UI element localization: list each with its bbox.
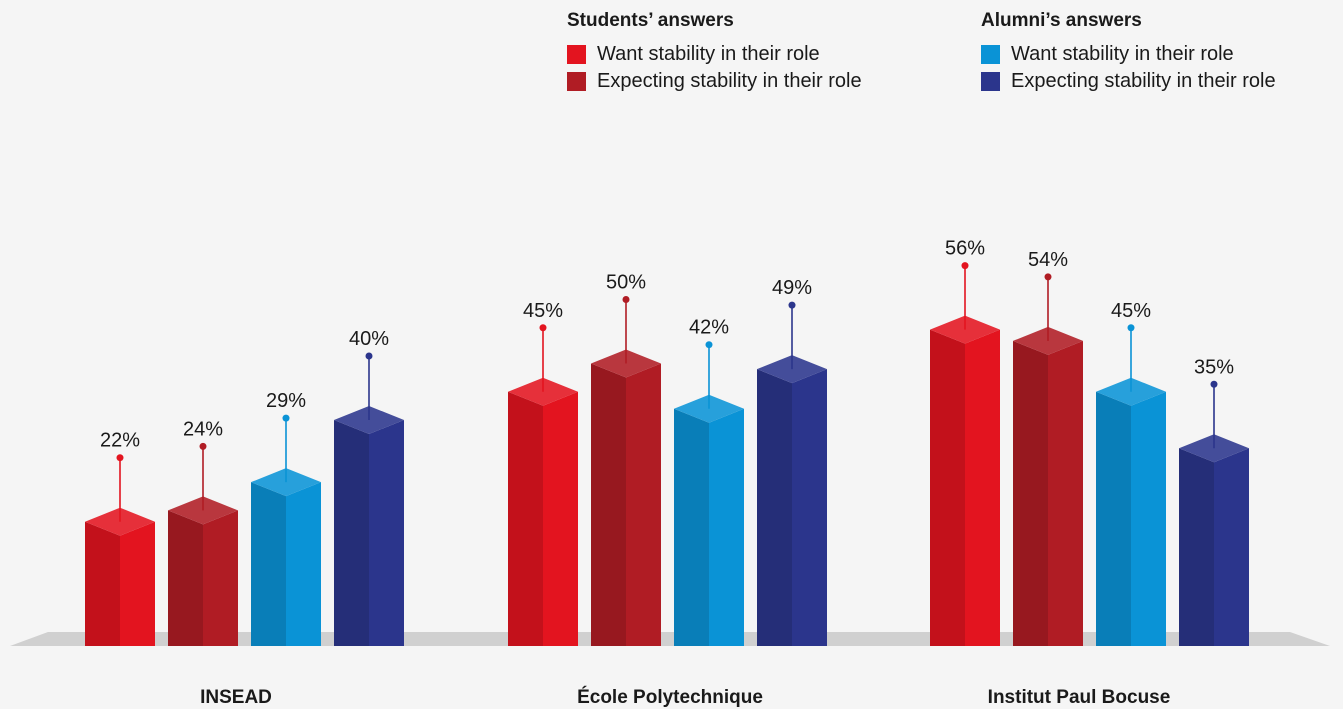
bar-face-top-insead-s2 — [168, 496, 238, 525]
bar-leader-dot-ecole-polytechnique-s1 — [539, 324, 547, 332]
legend-item-students-want: Want stability in their role — [567, 41, 862, 68]
bar-face-right-ecole-polytechnique-s3 — [709, 408, 744, 646]
bar-leader-dot-ecole-polytechnique-s4 — [788, 301, 796, 309]
bar-face-right-insead-s4 — [369, 420, 404, 646]
bar-face-right-insead-s1 — [120, 521, 155, 646]
legend-label-students-want: Want stability in their role — [597, 43, 820, 65]
bar-face-left-institut-paul-bocuse-s3 — [1096, 391, 1131, 646]
value-label-ecole-polytechnique-s4: 49% — [772, 277, 812, 299]
bar-institut-paul-bocuse-s1: 56% — [930, 238, 1000, 646]
bar-face-right-institut-paul-bocuse-s2 — [1048, 340, 1083, 646]
bar-face-left-insead-s2 — [168, 510, 203, 646]
bar-face-left-institut-paul-bocuse-s1 — [930, 329, 965, 646]
legend-swatch-alumni-expect — [981, 72, 1000, 91]
legend-item-students-expect: Expecting stability in their role — [567, 68, 862, 95]
bar-ecole-polytechnique-s1: 45% — [508, 300, 578, 646]
value-label-insead-s3: 29% — [266, 390, 306, 412]
value-label-ecole-polytechnique-s2: 50% — [606, 272, 646, 294]
bar-face-right-insead-s2 — [203, 510, 238, 646]
bar-face-left-insead-s1 — [85, 521, 120, 646]
bar-leader-dot-institut-paul-bocuse-s2 — [1044, 273, 1052, 281]
bar-leader-dot-insead-s3 — [282, 414, 290, 422]
bar-face-right-ecole-polytechnique-s1 — [543, 391, 578, 646]
legend-swatch-alumni-want — [981, 45, 1000, 64]
legend-label-students-expect: Expecting stability in their role — [597, 70, 862, 92]
bar-institut-paul-bocuse-s2: 54% — [1013, 249, 1083, 646]
legend-swatch-students-want — [567, 45, 586, 64]
legend-alumni: Alumni’s answers Want stability in their… — [981, 10, 1276, 95]
bar-institut-paul-bocuse-s4: 35% — [1179, 356, 1249, 646]
bar-face-left-ecole-polytechnique-s2 — [591, 363, 626, 646]
bar-insead-s4: 40% — [334, 328, 404, 646]
bar-leader-dot-insead-s1 — [116, 454, 124, 462]
bar-insead-s2: 24% — [168, 418, 238, 646]
bar-face-right-ecole-polytechnique-s4 — [792, 369, 827, 646]
value-label-ecole-polytechnique-s3: 42% — [689, 317, 729, 339]
bar-face-right-ecole-polytechnique-s2 — [626, 363, 661, 646]
bar-face-left-institut-paul-bocuse-s4 — [1179, 448, 1214, 646]
category-label-ecole-polytechnique: École Polytechnique — [577, 686, 763, 708]
category-label-institut-paul-bocuse: Institut Paul Bocuse — [988, 687, 1171, 708]
bar-leader-dot-ecole-polytechnique-s3 — [705, 341, 713, 349]
value-label-institut-paul-bocuse-s2: 54% — [1028, 249, 1068, 271]
bar-face-right-institut-paul-bocuse-s4 — [1214, 448, 1249, 646]
bar-face-left-ecole-polytechnique-s1 — [508, 391, 543, 646]
bar-leader-dot-insead-s2 — [199, 442, 207, 450]
bar-face-left-insead-s4 — [334, 420, 369, 646]
bar-face-right-institut-paul-bocuse-s3 — [1131, 391, 1166, 646]
bar-ecole-polytechnique-s2: 50% — [591, 272, 661, 646]
legend-item-alumni-want: Want stability in their role — [981, 41, 1276, 68]
bar-face-left-ecole-polytechnique-s4 — [757, 369, 792, 646]
value-label-ecole-polytechnique-s1: 45% — [523, 300, 563, 322]
value-label-institut-paul-bocuse-s3: 45% — [1111, 300, 1151, 322]
bar-ecole-polytechnique-s4: 49% — [757, 277, 827, 646]
bar-insead-s1: 22% — [85, 430, 155, 646]
bar-leader-dot-institut-paul-bocuse-s4 — [1210, 380, 1218, 388]
bar-insead-s3: 29% — [251, 390, 321, 646]
legend-swatch-students-expect — [567, 72, 586, 91]
bar-face-left-insead-s3 — [251, 482, 286, 646]
value-label-insead-s4: 40% — [349, 328, 389, 350]
value-label-insead-s2: 24% — [183, 418, 223, 440]
bar-leader-dot-ecole-polytechnique-s2 — [622, 296, 630, 303]
category-label-insead: INSEAD — [200, 687, 272, 708]
legend-label-alumni-want: Want stability in their role — [1011, 43, 1234, 65]
legend-item-alumni-expect: Expecting stability in their role — [981, 68, 1276, 95]
bar-leader-dot-institut-paul-bocuse-s1 — [961, 262, 969, 270]
bar-face-right-insead-s3 — [286, 482, 321, 646]
value-label-institut-paul-bocuse-s4: 35% — [1194, 356, 1234, 378]
legend-label-alumni-expect: Expecting stability in their role — [1011, 70, 1276, 92]
bar-face-right-institut-paul-bocuse-s1 — [965, 329, 1000, 646]
bar-leader-dot-insead-s4 — [365, 352, 373, 360]
bar-institut-paul-bocuse-s3: 45% — [1096, 300, 1166, 646]
bars-layer: 22% 24% 29% 40% 45% 50% 42% 49% 56% 54% 45% 35% — [85, 238, 1249, 646]
bar-ecole-polytechnique-s3: 42% — [674, 317, 744, 646]
value-label-insead-s1: 22% — [100, 430, 140, 452]
legend-alumni-title: Alumni’s answers — [981, 10, 1142, 31]
bar-face-left-ecole-polytechnique-s3 — [674, 408, 709, 646]
category-labels-layer: INSEAD École Polytechnique Institut Paul B… — [200, 686, 1170, 708]
bar-face-left-institut-paul-bocuse-s2 — [1013, 340, 1048, 646]
legend-students-title: Students’ answers — [567, 10, 734, 31]
legend-students: Students’ answers Want stability in thei… — [567, 10, 862, 95]
value-label-institut-paul-bocuse-s1: 56% — [945, 238, 985, 260]
bar-leader-dot-institut-paul-bocuse-s3 — [1127, 324, 1135, 332]
